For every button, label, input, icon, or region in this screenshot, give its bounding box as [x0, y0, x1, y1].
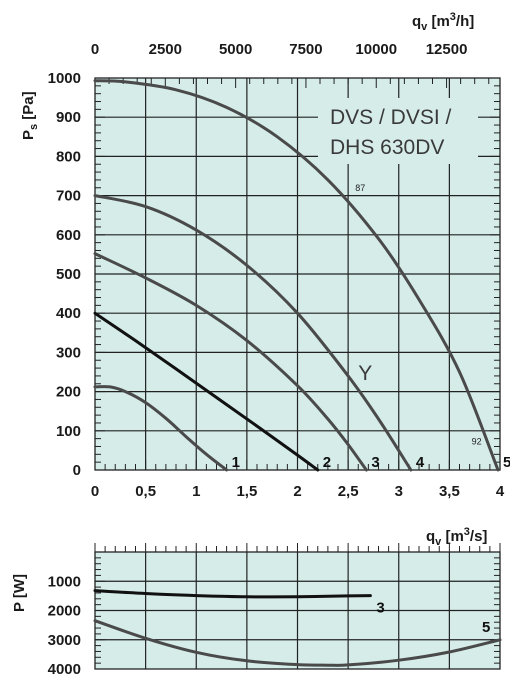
bottom-series: [93, 589, 502, 667]
top-chart: 0 0,5 1 1,5 2 2,5 3 3,5 4 0 2500 5000 7500 10000 1250…: [20, 11, 510, 548]
top-minor-ticks: [94, 77, 501, 471]
bottom-series-label-3: 3: [376, 600, 384, 617]
top-annotations: Y 87 92: [355, 183, 481, 447]
top-series-line-1: [93, 385, 229, 472]
top-x-tick-label: 1: [192, 483, 200, 500]
top-series: [93, 79, 500, 472]
top-annotation-Y: Y: [358, 362, 372, 385]
top-y-tick-label: 700: [56, 188, 81, 205]
top-series-label-1: 1: [232, 454, 240, 471]
top-x2-axis-title: qv [m3/h]: [412, 11, 474, 33]
top-series-line-4: [93, 194, 413, 472]
top-x-axis-title: qv [m3/s]: [426, 526, 487, 548]
bottom-minor-ticks: [94, 543, 501, 670]
top-x-tick-label: 1,5: [236, 483, 257, 500]
top-x-tick-label: 2,5: [338, 483, 359, 500]
bottom-y-tick-label: 3000: [48, 632, 81, 649]
top-y-tick-label: 100: [56, 423, 81, 440]
bottom-y-tick-labels: 1000 2000 3000 4000: [48, 573, 81, 678]
top-series-label-3: 3: [371, 454, 379, 471]
bottom-series-labels: 35: [376, 600, 490, 636]
bottom-grid: [95, 552, 500, 669]
top-x-tick-label: 2: [293, 483, 301, 500]
top-y-tick-label: 300: [56, 344, 81, 361]
model-label-line-2: DHS 630DV: [330, 136, 444, 159]
top-grid: [95, 78, 500, 470]
bottom-y-tick-label: 1000: [48, 573, 81, 590]
top-x-tick-label: 0: [91, 483, 99, 500]
top-series-label-4: 4: [416, 454, 425, 471]
top-y-axis-title: Ps [Pa]: [20, 91, 40, 140]
top-x2-tick-label: 7500: [289, 41, 322, 58]
top-x2-tick-label: 12500: [426, 41, 468, 58]
top-series-labels: 1 2 3 4 5: [232, 454, 510, 471]
top-x-tick-labels: 0 0,5 1 1,5 2 2,5 3 3,5 4: [91, 483, 505, 500]
top-y-tick-label: 400: [56, 305, 81, 322]
top-x-tick-label: 3,5: [439, 483, 460, 500]
top-annotation-92: 92: [472, 437, 482, 447]
bottom-series-line-3: [93, 589, 372, 599]
top-series-line-5: [93, 79, 500, 472]
top-y-tick-label: 0: [73, 462, 81, 479]
top-annotation-87: 87: [355, 183, 365, 193]
model-label-box: [318, 98, 478, 164]
bottom-y-tick-label: 2000: [48, 603, 81, 620]
top-series-label-2: 2: [323, 454, 331, 471]
model-label-line-1: DVS / DVSI /: [330, 106, 452, 129]
top-y-tick-label: 900: [56, 109, 81, 126]
top-y-tick-label: 500: [56, 266, 81, 283]
top-x2-tick-label: 10000: [355, 41, 397, 58]
top-series-line-3: [93, 252, 368, 472]
bottom-series-label-5: 5: [482, 619, 490, 636]
top-x2-tick-label: 2500: [149, 41, 182, 58]
top-x2-tick-label: 5000: [219, 41, 252, 58]
top-y-tick-labels: 0 100 200 300 400 500 600 700 800 900 1000: [48, 70, 81, 479]
top-x-tick-label: 3: [395, 483, 403, 500]
top-series-label-5: 5: [503, 454, 510, 471]
top-y-tick-label: 1000: [48, 70, 81, 87]
top-x-tick-label: 0,5: [135, 483, 156, 500]
bottom-series-line-5: [93, 619, 502, 667]
top-y-tick-label: 200: [56, 384, 81, 401]
top-y-tick-label: 800: [56, 148, 81, 165]
top-x2-tick-label: 0: [91, 41, 99, 58]
bottom-y-tick-label: 4000: [48, 661, 81, 678]
bottom-y-axis-title: P [W]: [11, 574, 28, 612]
top-series-line-2: [93, 311, 320, 472]
top-x-tick-label: 4: [496, 483, 505, 500]
top-y-tick-label: 600: [56, 227, 81, 244]
top-x2-tick-labels: 0 2500 5000 7500 10000 12500: [91, 41, 468, 58]
